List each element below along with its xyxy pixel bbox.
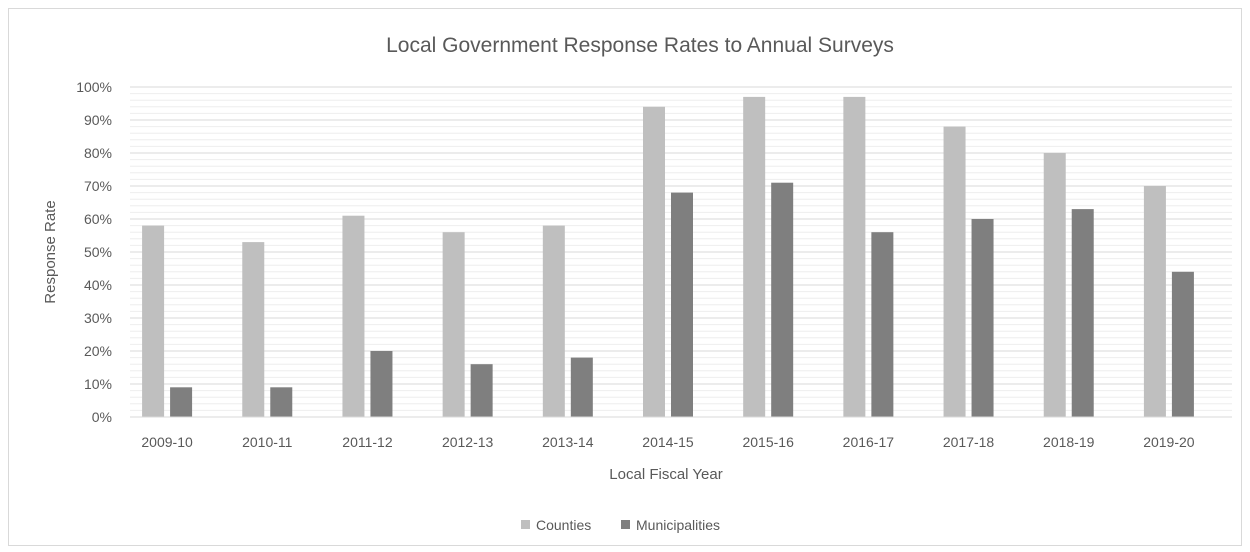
- municipalities-bar: [671, 192, 693, 417]
- municipalities-bar: [470, 364, 493, 417]
- y-tick-label: 40%: [84, 277, 112, 293]
- x-tick-label: 2019-20: [1143, 434, 1195, 450]
- chart-frame: [8, 8, 1242, 546]
- x-tick-label: 2016-17: [843, 434, 895, 450]
- y-tick-label: 0%: [92, 409, 112, 425]
- legend-swatch: [621, 520, 630, 529]
- counties-bar: [743, 96, 766, 418]
- municipalities-bar: [570, 357, 593, 417]
- municipalities-bar: [170, 387, 193, 417]
- municipalities-bar: [370, 351, 393, 417]
- legend-swatch: [521, 520, 530, 529]
- chart-title: Local Government Response Rates to Annua…: [386, 34, 894, 57]
- counties-bar: [1043, 153, 1066, 417]
- counties-bar: [1143, 186, 1166, 417]
- legend-label: Counties: [536, 517, 591, 533]
- municipalities-bar: [971, 219, 994, 417]
- y-tick-label: 80%: [84, 145, 112, 161]
- municipalities-bar: [1071, 209, 1094, 417]
- municipalities-bar: [871, 232, 894, 417]
- x-tick-label: 2010-11: [242, 434, 293, 450]
- y-tick-label: 100%: [76, 79, 112, 95]
- y-axis-ticks: 0% 10% 20% 30% 40% 50% 60% 70% 80% 90% 100%: [76, 79, 112, 425]
- counties-bar: [242, 242, 265, 417]
- legend-label: Municipalities: [636, 517, 720, 533]
- x-tick-label: 2015-16: [742, 434, 794, 450]
- x-axis-ticks: 2009-10 2010-11 2011-12 2012-13 2013-14 2014-…: [141, 434, 1194, 450]
- counties-bar: [542, 225, 565, 417]
- y-tick-label: 90%: [84, 112, 112, 128]
- x-tick-label: 2014-15: [642, 434, 694, 450]
- y-tick-label: 10%: [84, 376, 112, 392]
- bars: [142, 96, 1194, 418]
- counties-bar: [142, 225, 165, 417]
- legend: Counties Municipalities: [521, 517, 720, 533]
- x-tick-label: 2018-19: [1043, 434, 1095, 450]
- x-tick-label: 2009-10: [141, 434, 193, 450]
- x-tick-label: 2011-12: [342, 434, 393, 450]
- counties-bar: [442, 232, 465, 417]
- counties-bar: [943, 126, 966, 417]
- y-tick-label: 30%: [84, 310, 112, 326]
- counties-bar: [643, 106, 665, 418]
- municipalities-bar: [1171, 271, 1194, 417]
- y-tick-label: 20%: [84, 343, 112, 359]
- y-tick-label: 50%: [84, 244, 112, 260]
- x-tick-label: 2017-18: [943, 434, 995, 450]
- x-tick-label: 2013-14: [542, 434, 594, 450]
- municipalities-bar: [270, 387, 293, 417]
- x-axis-title: Local Fiscal Year: [609, 466, 722, 483]
- counties-bar: [342, 215, 365, 417]
- x-tick-label: 2012-13: [442, 434, 494, 450]
- counties-bar: [843, 96, 866, 418]
- y-tick-label: 60%: [84, 211, 112, 227]
- y-axis-title: Response Rate: [42, 200, 59, 303]
- y-tick-label: 70%: [84, 178, 112, 194]
- municipalities-bar: [771, 182, 794, 417]
